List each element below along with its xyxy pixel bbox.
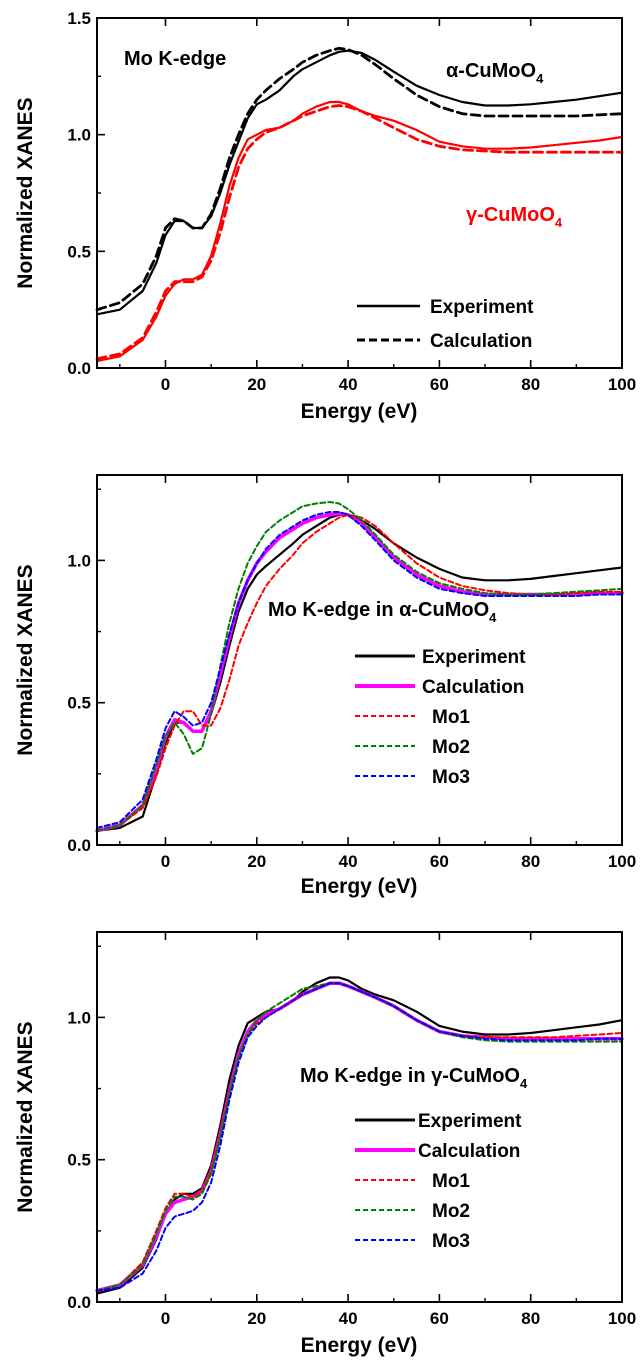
- y-tick-label: 0.5: [67, 1151, 91, 1170]
- panel-middle-legend: Experiment Calculation Mo1 Mo2 Mo3: [355, 647, 526, 788]
- legend-label-mo2: Mo2: [432, 1201, 470, 1222]
- x-tick-label: 0: [161, 375, 170, 394]
- series-line-mo1: [96, 982, 623, 1292]
- x-tick-label: 80: [521, 375, 540, 394]
- panel-top-gamma-label: γ-CuMoO4: [466, 204, 563, 230]
- panel-bottom: 0 20 40 60 80 100 0.0 0.5 1.0 Energy (eV) Norma…: [14, 931, 636, 1357]
- panel-middle-title: Mo K-edge in α-CuMoO4: [268, 599, 497, 625]
- y-tick-label: 0.0: [67, 359, 91, 378]
- panel-bottom-frame: [96, 931, 623, 1303]
- panel-top-x-tick-labels: 0 20 40 60 80 100: [161, 375, 636, 394]
- y-tick-label: 0.0: [67, 836, 91, 855]
- series-line-mo2: [96, 982, 623, 1292]
- panel-bottom-x-axis-title: Energy (eV): [301, 1334, 418, 1357]
- panel-top-alpha-label: α-CuMoO4: [446, 60, 544, 86]
- x-tick-label: 0: [161, 852, 170, 871]
- panel-top-curves: [95, 46, 624, 363]
- x-tick-label: 60: [430, 375, 449, 394]
- series-line-gamma-calculation: [95, 104, 624, 361]
- legend-label-mo2: Mo2: [432, 737, 470, 758]
- series-line-mo3: [96, 982, 623, 1292]
- legend-label-calculation: Calculation: [430, 331, 532, 352]
- panel-bottom-title: Mo K-edge in γ-CuMoO4: [300, 1065, 528, 1091]
- legend-label-experiment: Experiment: [422, 647, 526, 668]
- legend-label-experiment: Experiment: [418, 1111, 522, 1132]
- panel-middle-ticks: [97, 475, 623, 846]
- panel-bottom-y-tick-labels: 0.0 0.5 1.0: [67, 1008, 91, 1312]
- series-line-alpha-calculation: [95, 46, 624, 312]
- x-tick-label: 0: [161, 1309, 170, 1328]
- legend-label-mo1: Mo1: [432, 707, 470, 728]
- panel-bottom-legend: Experiment Calculation Mo1 Mo2 Mo3: [355, 1111, 522, 1252]
- series-line-experiment: [95, 513, 624, 832]
- x-tick-label: 100: [608, 375, 636, 394]
- legend-label-mo1: Mo1: [432, 1171, 470, 1192]
- panel-middle-frame: [96, 474, 623, 846]
- panel-top-y-tick-labels: 0.0 0.5 1.0 1.5: [67, 9, 91, 378]
- y-tick-label: 0.5: [67, 242, 91, 261]
- x-tick-label: 60: [430, 1309, 449, 1328]
- panel-middle-curves: [95, 501, 624, 833]
- panel-bottom-x-tick-labels: 0 20 40 60 80 100: [161, 1309, 636, 1328]
- panel-top-ticks: [97, 17, 623, 369]
- series-line-calculation: [95, 511, 624, 833]
- legend-label-mo3: Mo3: [432, 1231, 470, 1252]
- x-tick-label: 80: [521, 1309, 540, 1328]
- legend-label-experiment: Experiment: [430, 297, 534, 318]
- x-tick-label: 20: [247, 375, 266, 394]
- panel-top-y-axis-title: Normalized XANES: [14, 97, 37, 288]
- panel-top: 0 20 40 60 80 100 0.0 0.5 1.0 1.5 Energy (eV) No…: [14, 9, 636, 423]
- series-line-mo1: [96, 513, 623, 832]
- panel-middle-y-tick-labels: 0.0 0.5 1.0: [67, 551, 91, 855]
- y-tick-label: 0.5: [67, 694, 91, 713]
- panel-top-x-axis-title: Energy (eV): [301, 400, 418, 423]
- series-line-alpha-experiment: [95, 49, 624, 316]
- x-tick-label: 100: [608, 1309, 636, 1328]
- legend-label-calculation: Calculation: [418, 1141, 520, 1162]
- panel-bottom-ticks: [97, 932, 623, 1303]
- series-line-mo3: [96, 511, 623, 829]
- y-tick-label: 0.0: [67, 1293, 91, 1312]
- panel-top-edge-label: Mo K-edge: [124, 48, 226, 70]
- y-tick-label: 1.0: [67, 551, 91, 570]
- y-tick-label: 1.0: [67, 1008, 91, 1027]
- panel-bottom-y-axis-title: Normalized XANES: [14, 1021, 37, 1212]
- y-tick-label: 1.5: [67, 9, 91, 28]
- series-line-calculation: [95, 981, 624, 1293]
- x-tick-label: 100: [608, 852, 636, 871]
- x-tick-label: 20: [247, 852, 266, 871]
- panel-middle-x-axis-title: Energy (eV): [301, 875, 418, 898]
- panel-bottom-curves: [95, 976, 624, 1295]
- legend-label-mo3: Mo3: [432, 767, 470, 788]
- series-line-gamma-experiment: [95, 100, 624, 363]
- x-tick-label: 60: [430, 852, 449, 871]
- x-tick-label: 80: [521, 852, 540, 871]
- panel-middle-x-tick-labels: 0 20 40 60 80 100: [161, 852, 636, 871]
- x-tick-label: 40: [339, 1309, 358, 1328]
- x-tick-label: 20: [247, 1309, 266, 1328]
- panel-top-legend: Experiment Calculation: [357, 297, 534, 352]
- panel-middle-y-axis-title: Normalized XANES: [14, 564, 37, 755]
- panel-middle: 0 20 40 60 80 100 0.0 0.5 1.0 Energy (eV) Norma…: [14, 474, 636, 898]
- series-line-experiment: [95, 976, 624, 1295]
- x-tick-label: 40: [339, 852, 358, 871]
- y-tick-label: 1.0: [67, 126, 91, 145]
- x-tick-label: 40: [339, 375, 358, 394]
- legend-label-calculation: Calculation: [422, 677, 524, 698]
- series-line-mo2: [96, 501, 623, 832]
